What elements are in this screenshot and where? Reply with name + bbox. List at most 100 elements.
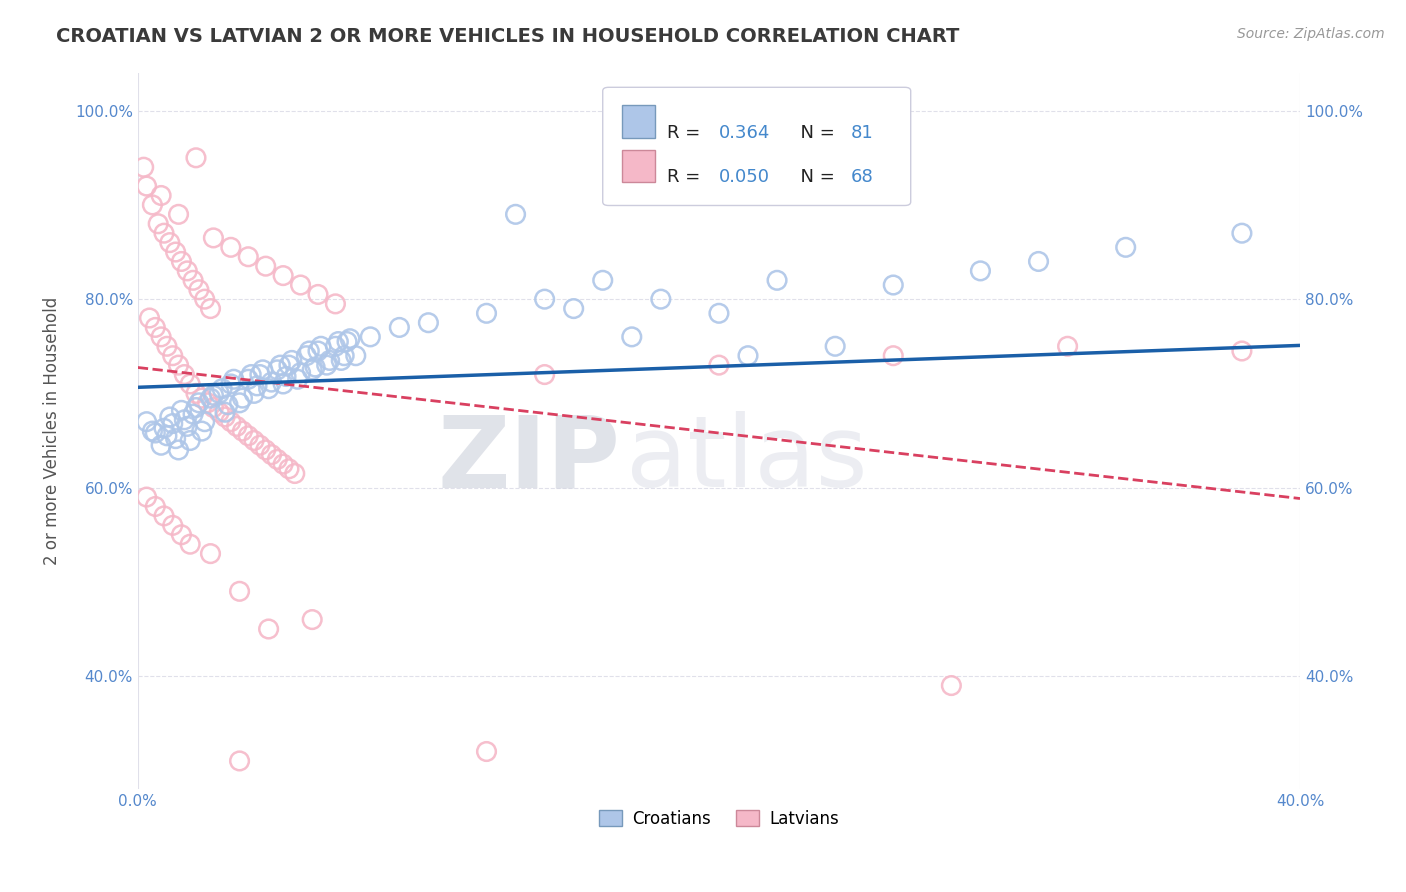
Point: [135, 179, 157, 194]
Point: [219, 240, 242, 254]
Point: [475, 306, 498, 320]
Point: [219, 415, 242, 429]
Point: [1028, 254, 1050, 268]
Point: [153, 508, 176, 523]
Point: [1230, 226, 1253, 240]
Point: [620, 330, 643, 344]
Point: [148, 217, 170, 231]
Point: [231, 424, 253, 438]
Point: [194, 292, 217, 306]
Point: [170, 254, 193, 268]
Point: [187, 283, 209, 297]
Point: [194, 415, 217, 429]
Point: [707, 306, 730, 320]
Point: [179, 537, 201, 551]
Text: N =: N =: [789, 124, 841, 142]
Point: [1230, 343, 1253, 358]
Point: [165, 245, 187, 260]
Point: [254, 259, 277, 273]
Point: [249, 438, 271, 452]
Y-axis label: 2 or more Vehicles in Household: 2 or more Vehicles in Household: [44, 297, 60, 566]
Point: [475, 745, 498, 759]
Text: R =: R =: [666, 124, 706, 142]
Point: [173, 368, 195, 382]
Point: [165, 432, 187, 446]
Point: [231, 391, 253, 405]
Text: R =: R =: [666, 169, 706, 186]
Point: [228, 584, 250, 599]
Point: [191, 391, 214, 405]
Point: [325, 297, 347, 311]
Point: [359, 330, 381, 344]
Point: [138, 311, 160, 326]
Point: [304, 359, 326, 374]
Point: [143, 425, 166, 440]
Point: [271, 457, 294, 471]
Point: [228, 396, 250, 410]
Point: [181, 273, 204, 287]
Point: [153, 226, 176, 240]
FancyBboxPatch shape: [623, 150, 655, 182]
Point: [941, 679, 963, 693]
Point: [650, 292, 672, 306]
Point: [344, 349, 367, 363]
Point: [278, 358, 301, 372]
Point: [882, 349, 904, 363]
Point: [225, 419, 247, 434]
FancyBboxPatch shape: [623, 105, 655, 137]
Point: [284, 467, 307, 481]
Point: [290, 278, 312, 293]
Point: [307, 287, 329, 301]
Point: [266, 452, 288, 467]
Point: [167, 207, 190, 221]
Point: [217, 398, 239, 412]
Point: [179, 376, 201, 391]
Point: [159, 409, 181, 424]
Point: [882, 278, 904, 293]
Point: [271, 376, 294, 391]
Point: [388, 320, 411, 334]
Point: [187, 396, 209, 410]
Point: [315, 358, 337, 372]
Point: [219, 376, 242, 391]
Point: [173, 413, 195, 427]
Point: [202, 401, 225, 415]
Point: [257, 622, 280, 636]
Point: [162, 518, 184, 533]
Point: [170, 528, 193, 542]
Point: [269, 358, 291, 372]
Point: [156, 339, 179, 353]
Legend: Croatians, Latvians: Croatians, Latvians: [592, 804, 845, 835]
FancyBboxPatch shape: [603, 87, 911, 205]
Point: [167, 442, 190, 457]
Point: [505, 207, 527, 221]
Point: [1056, 339, 1078, 353]
Point: [170, 403, 193, 417]
Point: [238, 372, 260, 386]
Point: [592, 273, 614, 287]
Point: [333, 349, 356, 363]
Point: [197, 396, 219, 410]
Point: [143, 500, 166, 514]
Point: [766, 273, 789, 287]
Point: [301, 613, 323, 627]
Point: [249, 368, 271, 382]
Point: [969, 264, 991, 278]
Point: [562, 301, 585, 316]
Point: [200, 547, 222, 561]
Point: [295, 349, 318, 363]
Point: [824, 339, 846, 353]
Point: [252, 363, 274, 377]
Point: [143, 320, 166, 334]
Point: [533, 368, 555, 382]
Point: [222, 372, 245, 386]
Text: atlas: atlas: [626, 411, 868, 508]
Point: [271, 268, 294, 283]
Point: [200, 391, 222, 405]
Point: [211, 382, 233, 396]
Point: [159, 235, 181, 250]
Point: [132, 160, 155, 174]
Point: [301, 363, 323, 377]
Point: [260, 375, 283, 389]
Point: [243, 434, 266, 448]
